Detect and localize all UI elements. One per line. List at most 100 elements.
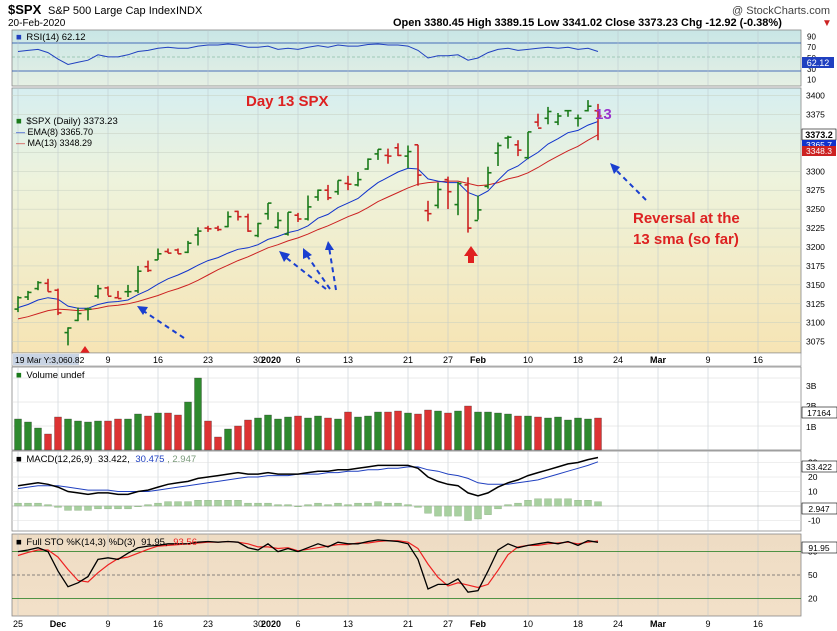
macd-hist-bar (554, 498, 562, 507)
macd-hist-badge-text: 2.947 (808, 504, 830, 514)
price-bar (314, 189, 322, 201)
macd-swatch: ■ (16, 454, 22, 465)
price-bar (584, 100, 592, 112)
volume-bar (574, 417, 582, 451)
volume-label: ■ Volume undef (16, 370, 85, 381)
ema8-line (17, 121, 599, 309)
arrow-heads (137, 163, 620, 315)
macd-hist-bar (454, 505, 462, 517)
macd-hist-bar (484, 505, 492, 515)
macd-hist-bar (424, 505, 432, 514)
price-bar (424, 200, 432, 222)
price-bar (124, 284, 132, 297)
price-tick-label: 3075 (806, 337, 825, 347)
price-legend: ■ $SPX (Daily) 3373.23 — EMA(8) 3365.70 … (16, 116, 118, 148)
x-tick-label: 9 (105, 619, 110, 629)
macd-hist-bar (434, 505, 442, 517)
volume-bar (324, 417, 332, 451)
arrow-reversal (613, 167, 647, 201)
price-bar (174, 248, 182, 255)
rsi-tick-label: 90 (807, 32, 816, 41)
volume-bar (264, 414, 272, 451)
macd-hist-bar (164, 501, 172, 507)
volume-bar (134, 413, 142, 451)
volume-bar (224, 428, 232, 451)
macd-hist-bar (494, 505, 502, 510)
x-tick-label: 27 (443, 355, 453, 365)
volume-bar (424, 409, 432, 451)
volume-bar (344, 411, 352, 451)
x-tick-label: 21 (403, 355, 413, 365)
macd-hist-bar (44, 504, 52, 507)
macd-hist-bar (114, 505, 122, 510)
x-tick-label: 24 (613, 619, 623, 629)
volume-bar (554, 416, 562, 451)
volume-bar (84, 421, 92, 451)
macd-badge-text: 33.422 (806, 462, 832, 472)
volume-bar (524, 415, 532, 451)
macd-hist-bar (64, 505, 72, 511)
x-tick-label: 13 (343, 355, 353, 365)
macd-hist-bar (294, 505, 302, 507)
volume-tick-label: 2B (806, 401, 817, 411)
price-bar (594, 103, 602, 141)
macd-hist-bar (94, 505, 102, 510)
macd-hist-bar (284, 504, 292, 507)
volume-bar (454, 410, 462, 451)
volume-bar (54, 416, 62, 451)
macd-hist-bar (344, 504, 352, 507)
price-bar (454, 181, 462, 216)
macd-hist-bar (244, 502, 252, 507)
macd-hist-bar (564, 498, 572, 507)
volume-badge (801, 406, 837, 419)
price-tick-label: 3400 (806, 91, 825, 101)
price-bar (474, 195, 482, 222)
annotation-arrows (141, 167, 647, 339)
price-bar (54, 288, 62, 316)
x-tick-label: 13 (343, 619, 353, 629)
rsi-badge-text: 62.12 (807, 58, 830, 68)
macd-hist-bar (224, 500, 232, 507)
macd-hist-bar (514, 502, 522, 507)
x-tick-label: 16 (153, 619, 163, 629)
x-tick-label: 10 (523, 355, 533, 365)
macd-hist-bar (84, 505, 92, 511)
price-tick-label: 3375 (806, 110, 825, 120)
rsi-grid (17, 30, 759, 86)
volume-bar (144, 415, 152, 451)
price-tick-label: 3250 (806, 204, 825, 214)
volume-label-text: Volume undef (26, 370, 84, 381)
price-bar (414, 144, 422, 186)
price-bar (384, 148, 392, 164)
price-bar (304, 195, 312, 221)
price-bar (134, 265, 142, 294)
macd-tick-label: -10 (808, 516, 821, 526)
macd-hist-bar (374, 501, 382, 507)
macd-hist-bar (174, 501, 182, 507)
volume-bar (164, 412, 172, 451)
price-bar (244, 213, 252, 232)
down-arrow-icon: ▼ (822, 18, 832, 29)
price-bar (434, 182, 442, 209)
price-bar (24, 290, 32, 300)
macd-tick-label: 20 (808, 472, 818, 482)
sto-badge-text: 91.95 (808, 543, 830, 553)
rsi-label: ■ RSI(14) 62.12 (16, 32, 86, 43)
macd-hist-bar (364, 502, 372, 507)
price-bar (374, 148, 382, 160)
price-bar (154, 248, 162, 261)
macd-hist-bar (104, 505, 112, 510)
macd-hist-bar (414, 505, 422, 508)
volume-bar (64, 418, 72, 451)
macd-hist-bar (194, 500, 202, 507)
x-tick-label: Mar (650, 619, 667, 629)
macd-hist-badge (801, 502, 837, 515)
volume-panel: ■ Volume undef 3B 2B 1B 17164 (11, 366, 837, 451)
legend-ma-text: MA(13) 3348.29 (28, 138, 93, 148)
rsi-tick-label: 70 (807, 43, 816, 52)
volume-bar (24, 421, 32, 451)
price-tick-label: 3125 (806, 299, 825, 309)
sto-label: ■ Full STO %K(14,3) %D(3) 91.95, 93.56 (16, 537, 197, 548)
price-bar (114, 290, 122, 300)
